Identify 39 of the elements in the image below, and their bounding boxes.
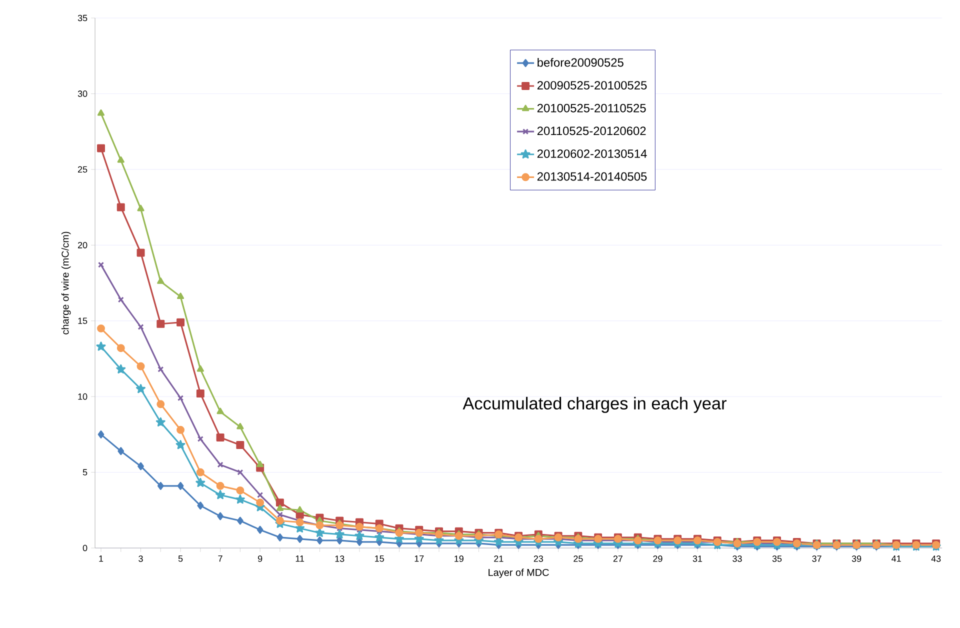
x-tick-label: 21	[494, 556, 504, 562]
y-tick-label: 0	[82, 544, 88, 552]
y-tick-label: 10	[78, 393, 88, 400]
y-tick-label: 35	[78, 14, 88, 22]
legend-label: 20110525-20120602	[537, 126, 646, 136]
x-tick-label: 41	[892, 556, 901, 562]
x-tick-label: 39	[852, 556, 862, 562]
legend-label: 20120602-20130514	[537, 149, 647, 158]
y-tick-label: 25	[78, 166, 88, 173]
x-tick-label: 11	[296, 556, 304, 562]
x-axis-title: Layer of MDC	[488, 568, 549, 578]
x-tick-label: 37	[812, 556, 822, 562]
y-tick-label: 20	[78, 242, 88, 248]
x-tick-label: 17	[414, 556, 424, 562]
legend-label: before20090525	[538, 58, 624, 67]
x-tick-label: 33	[732, 556, 742, 562]
y-axis-title: charge of wire (mC/cm)	[61, 232, 71, 334]
x-tick-label: 27	[613, 556, 622, 562]
x-tick-label: 9	[258, 556, 262, 562]
x-tick-label: 23	[534, 556, 544, 562]
legend-label: 20100525-20110525	[537, 104, 646, 112]
y-tick-label: 15	[78, 318, 88, 324]
x-tick-label: 3	[138, 556, 143, 562]
x-tick-label: 25	[574, 556, 583, 562]
x-tick-label: 29	[653, 556, 662, 562]
x-tick-label: 19	[454, 556, 464, 562]
x-tick-label: 5	[178, 556, 183, 562]
y-tick-label: 30	[78, 90, 88, 97]
y-tick-label: 5	[82, 469, 88, 476]
x-tick-label: 35	[772, 556, 782, 562]
x-tick-label: 7	[218, 556, 222, 562]
x-tick-label: 13	[335, 556, 344, 562]
x-tick-label: 43	[931, 556, 941, 562]
x-tick-label: 1	[99, 556, 104, 562]
annotation: Accumulated charges in each year	[462, 396, 726, 413]
x-tick-label: 31	[692, 556, 702, 562]
legend-label: 20130514-20140505	[537, 172, 647, 181]
x-tick-label: 15	[375, 556, 384, 562]
legend-label: 20090525-20100525	[537, 81, 647, 90]
